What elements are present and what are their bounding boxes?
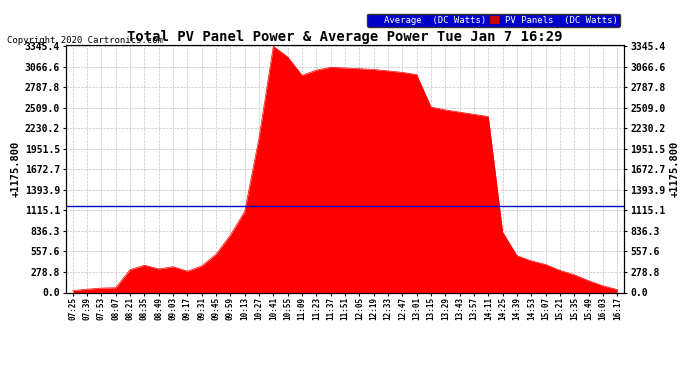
- Legend: Average  (DC Watts), PV Panels  (DC Watts): Average (DC Watts), PV Panels (DC Watts): [367, 13, 620, 27]
- Title: Total PV Panel Power & Average Power Tue Jan 7 16:29: Total PV Panel Power & Average Power Tue…: [127, 30, 563, 44]
- Y-axis label: +1175.800: +1175.800: [10, 141, 21, 197]
- Text: Copyright 2020 Cartronics.com: Copyright 2020 Cartronics.com: [7, 36, 163, 45]
- Y-axis label: +1175.800: +1175.800: [669, 141, 680, 197]
